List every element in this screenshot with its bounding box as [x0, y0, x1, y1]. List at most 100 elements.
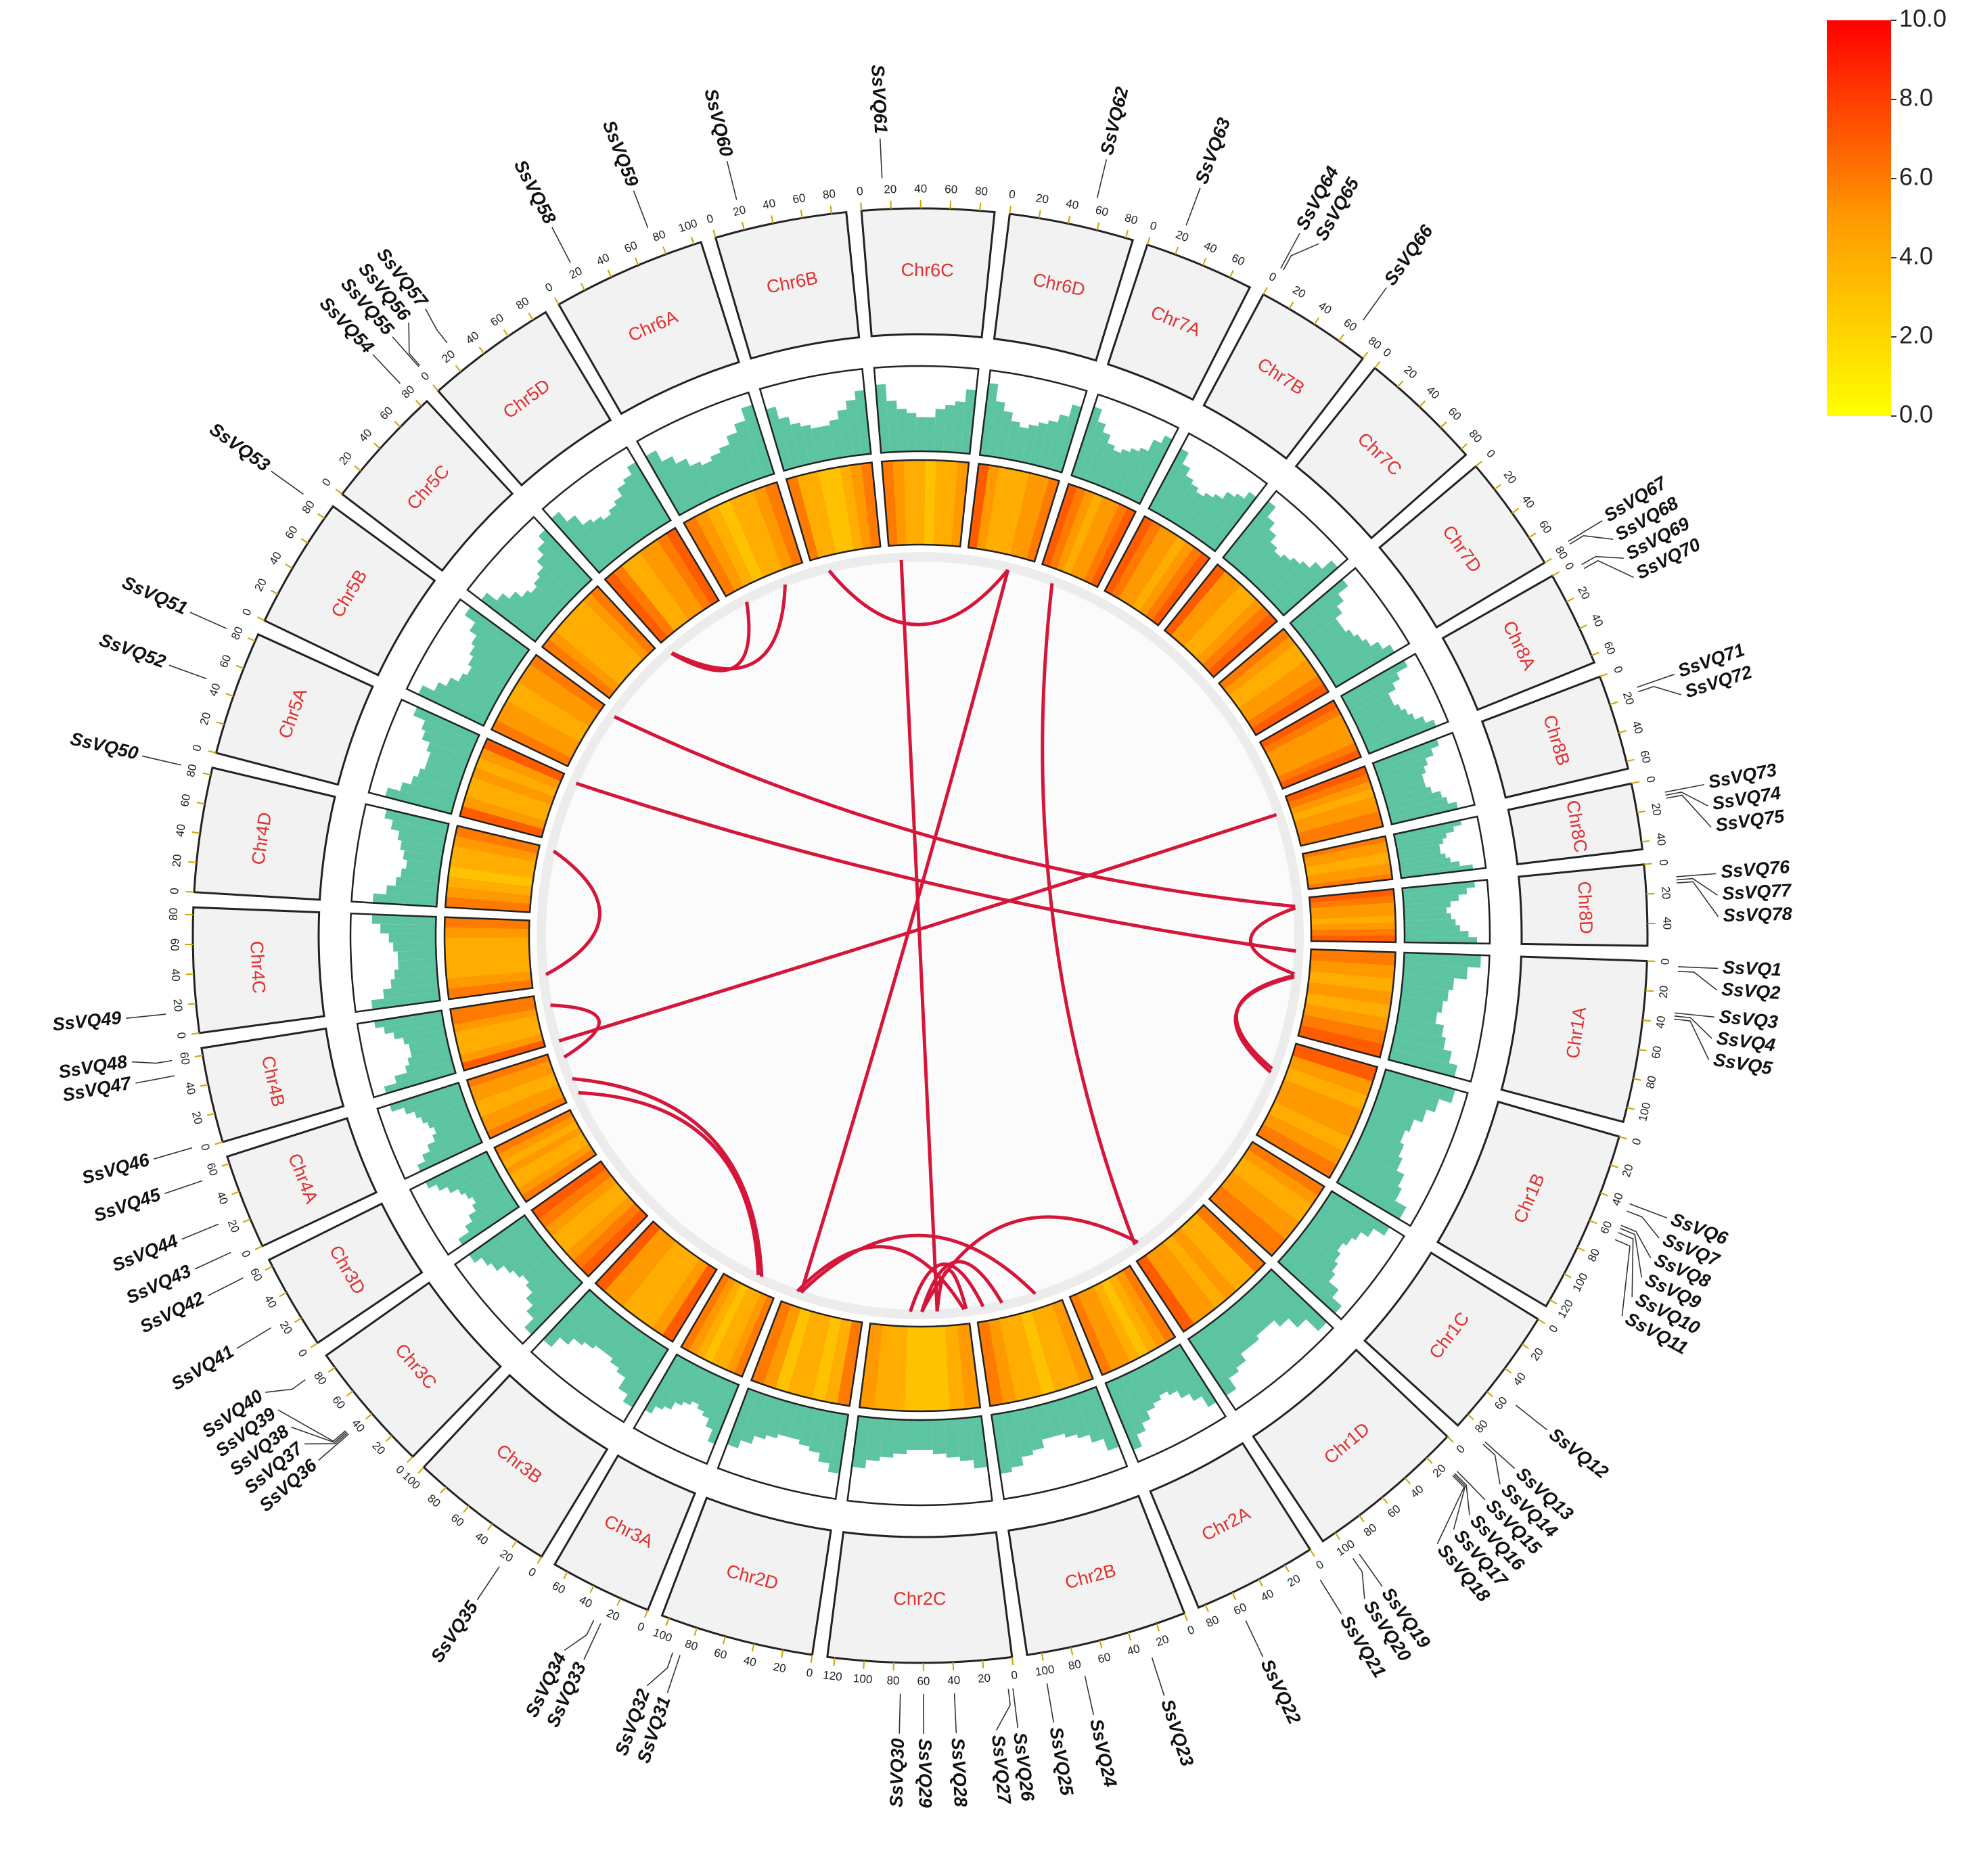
tick-label: 20 [567, 265, 585, 282]
density-bar [1055, 1398, 1077, 1438]
gene-label: SsVQ62 [1097, 85, 1133, 157]
heat-cell [903, 460, 916, 545]
heat-cell [1303, 841, 1388, 863]
density-bar [1304, 618, 1341, 648]
density-bar [876, 384, 890, 453]
gene-leader [236, 1327, 271, 1349]
density-bar [1369, 1104, 1415, 1133]
density-bar [1395, 833, 1447, 848]
density-bar [1403, 901, 1451, 910]
heat-frame [785, 461, 882, 562]
gene-leader [164, 1180, 203, 1195]
gene-leader [1280, 233, 1300, 269]
tick-label: 20 [336, 449, 355, 467]
heat-cell [1310, 902, 1395, 915]
density-bar [1045, 414, 1069, 470]
density-bar [1065, 1394, 1090, 1439]
heat-cell [1305, 852, 1390, 872]
tick-label: 100 [1035, 1663, 1055, 1678]
heat-cell [641, 1252, 700, 1329]
tick-label: 80 [1643, 1075, 1658, 1090]
heat-cell [1308, 873, 1393, 890]
density-bar [471, 635, 519, 672]
density-bar [1301, 1227, 1341, 1262]
tick-label: 0 [1643, 775, 1658, 783]
tick-label: 40 [173, 823, 187, 838]
density-bar [1402, 881, 1475, 894]
gene-leader [270, 470, 304, 495]
density-bar [371, 992, 440, 1010]
gene-leader [1677, 881, 1719, 917]
heat-cell [1208, 613, 1277, 678]
tick-mark [300, 538, 309, 544]
tick-label: 20 [1528, 1346, 1546, 1363]
gene-leader [1677, 971, 1717, 990]
heat-cell [976, 465, 1000, 551]
heat-cell [474, 1072, 557, 1110]
heat-cell [449, 855, 535, 879]
heat-frame [444, 825, 541, 913]
tick-mark [1544, 557, 1552, 564]
heat-cell [662, 1264, 717, 1342]
heat-cell [453, 1008, 538, 1033]
heat-cell [621, 558, 683, 632]
tick-label: 100 [677, 216, 699, 235]
gene-label: SsVQ52 [97, 629, 168, 672]
density-bar [604, 1321, 635, 1358]
tick-label: 0 [1008, 187, 1016, 201]
density-bar [1021, 424, 1039, 464]
tick-mark [1099, 1640, 1103, 1649]
heat-cell [1273, 1090, 1357, 1139]
heat-cell [1077, 500, 1120, 581]
density-bar [400, 840, 444, 857]
heat-cell [904, 1326, 920, 1411]
density-bar [1332, 644, 1395, 687]
heat-cell [1283, 1067, 1368, 1111]
density-bar [1183, 493, 1213, 533]
density-bar [418, 685, 488, 726]
tick-label: 40 [267, 549, 284, 567]
density-bar [404, 1089, 463, 1115]
density-bar [390, 975, 438, 989]
density-bar [1295, 594, 1344, 636]
density-bar [526, 1257, 564, 1293]
density-bar [610, 1327, 643, 1369]
tick-mark [202, 772, 211, 776]
density-bar [386, 885, 438, 898]
density-bar [740, 1392, 768, 1444]
heat-cell [595, 1221, 661, 1291]
gene-leader [666, 1655, 681, 1693]
density-bar [405, 1054, 453, 1073]
heat-frame [682, 481, 804, 598]
tick-mark [1618, 729, 1627, 734]
link [1249, 906, 1296, 976]
gene-label: SsVQ24 [1086, 1717, 1120, 1789]
heat-frame [443, 916, 534, 1001]
tick-label: 20 [277, 1319, 295, 1336]
heat-cell [1219, 628, 1290, 690]
tick-label: 20 [497, 1547, 515, 1565]
tick-label: 60 [204, 1161, 221, 1177]
heat-frame [1068, 1264, 1177, 1377]
heat-cell [1308, 971, 1394, 993]
density-bar [1235, 529, 1277, 574]
density-bar [1295, 1235, 1338, 1272]
density-bar [1356, 704, 1402, 731]
heat-cell [1041, 1304, 1081, 1388]
tick-label: 40 [1629, 719, 1645, 735]
density-bar [1403, 888, 1468, 899]
density-bar [446, 677, 496, 710]
heat-cell [1042, 484, 1078, 567]
tick-label: 40 [1519, 493, 1537, 510]
gene-leader [290, 1426, 347, 1444]
tick-label: 0 [543, 280, 555, 294]
tick-label: 20 [1501, 468, 1519, 486]
tick-mark [478, 346, 485, 354]
tick-mark [242, 1218, 251, 1223]
gene-leader [1363, 287, 1387, 321]
density-frame [1070, 393, 1180, 505]
tick-mark [279, 1291, 287, 1298]
heat-frame [604, 526, 721, 644]
heat-cell [501, 1121, 580, 1169]
gene-leader [1665, 792, 1708, 806]
